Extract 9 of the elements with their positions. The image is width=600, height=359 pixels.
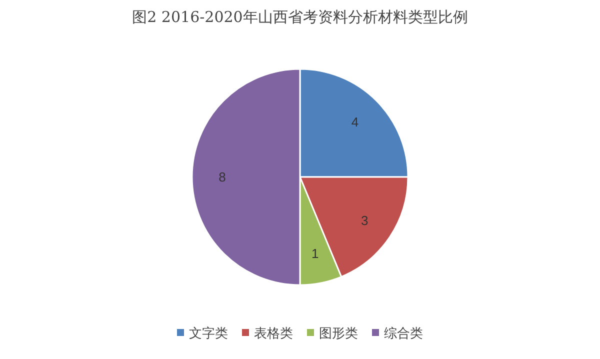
chart-title: 图2 2016-2020年山西省考资料分析材料类型比例	[132, 8, 468, 26]
data-label: 8	[218, 170, 226, 185]
legend-label: 表格类	[254, 326, 293, 342]
legend-label: 综合类	[384, 326, 423, 342]
legend-label: 文字类	[189, 326, 228, 342]
data-label: 3	[361, 212, 368, 228]
legend-label: 图形类	[319, 326, 358, 342]
data-label: 1	[312, 246, 319, 261]
data-label: 4	[351, 114, 359, 130]
